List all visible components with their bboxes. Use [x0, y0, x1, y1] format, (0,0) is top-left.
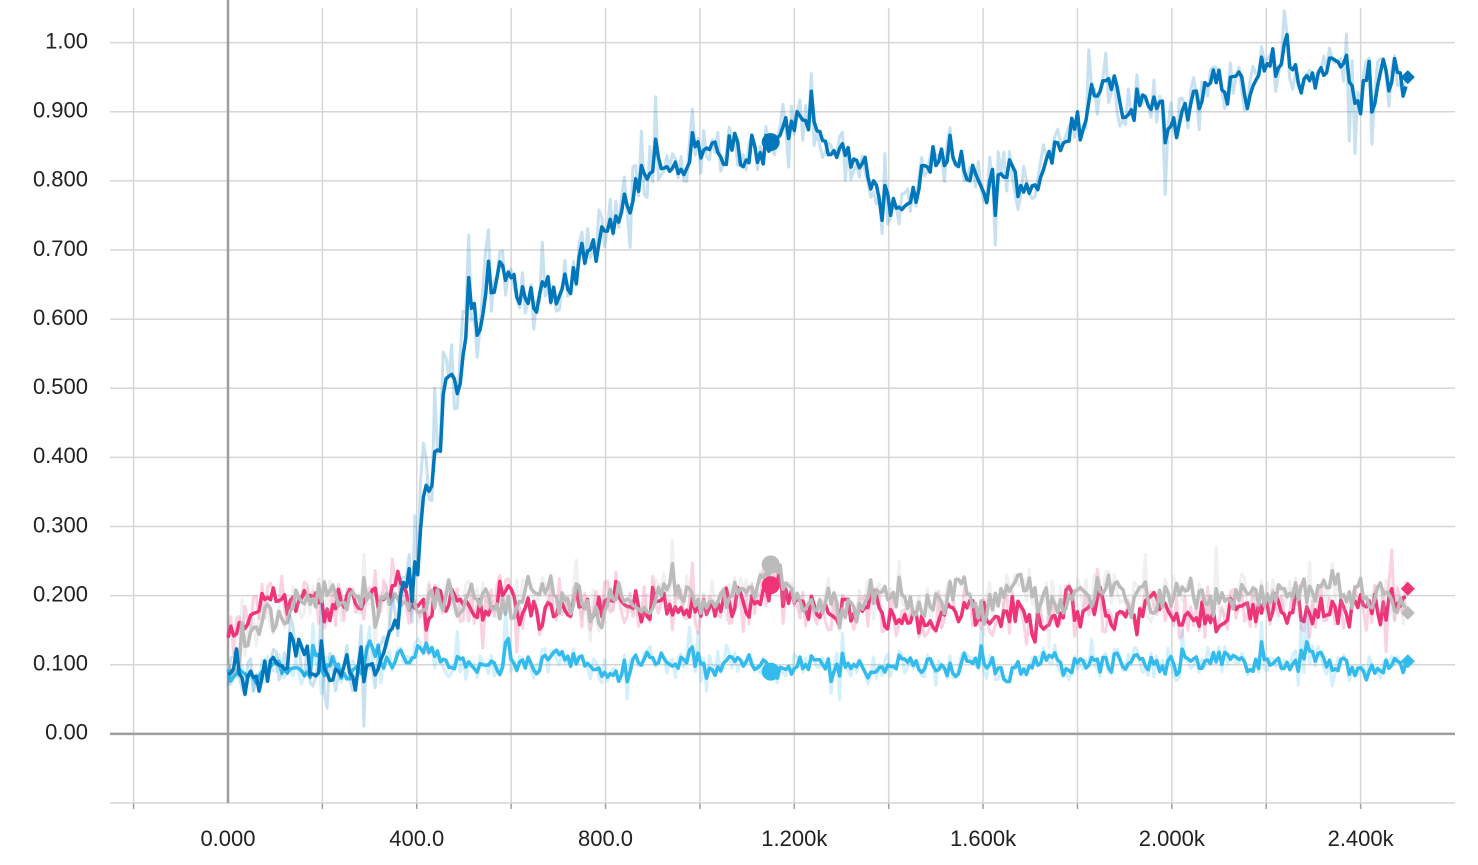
series-blue-line: [227, 32, 1408, 696]
hover-marker-grey: [761, 555, 780, 574]
y-tick-label: 1.00: [45, 28, 88, 53]
y-tick-label: 0.500: [33, 374, 88, 399]
y-tick-label: 0.00: [45, 720, 88, 745]
y-tick-label: 0.400: [33, 443, 88, 468]
x-tick-label: 2.000k: [1139, 826, 1206, 851]
x-tick-label: 400.0: [389, 826, 444, 851]
end-marker-blue: [1400, 70, 1415, 85]
y-tick-label: 0.200: [33, 581, 88, 606]
y-tick-label: 0.800: [33, 167, 88, 192]
x-tick-label: 0.000: [200, 826, 255, 851]
x-tick-label: 1.600k: [950, 826, 1017, 851]
end-marker-grey: [1400, 605, 1415, 620]
marker-layer: [761, 70, 1415, 681]
series-grey-line: [226, 558, 1408, 677]
end-marker-pink: [1400, 581, 1415, 596]
series-cyan-line: [226, 636, 1408, 685]
tick-labels: 0.00 0.100 0.200 0.300 0.400 0.500 0.600 0.700 0…: [33, 28, 1395, 850]
x-tick-label: 2.400k: [1328, 826, 1395, 851]
x-tick-label: 800.0: [578, 826, 633, 851]
series-layer: [226, 9, 1408, 728]
y-tick-label: 0.600: [33, 305, 88, 330]
hover-marker-blue: [761, 133, 780, 152]
end-marker-cyan: [1400, 654, 1415, 669]
hover-marker-cyan: [761, 662, 780, 681]
y-tick-label: 0.300: [33, 512, 88, 537]
hover-marker-pink: [761, 576, 780, 595]
y-tick-label: 0.700: [33, 236, 88, 261]
x-tick-label: 1.200k: [761, 826, 828, 851]
y-tick-label: 0.100: [33, 651, 88, 676]
y-tick-label: 0.900: [33, 98, 88, 123]
